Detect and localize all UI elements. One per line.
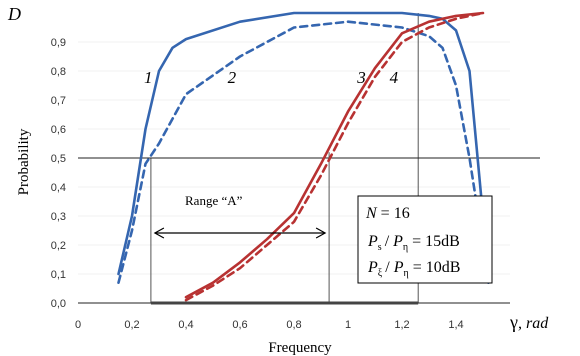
x-tick-label: 0,4: [178, 319, 193, 331]
y-tick-label: 0,2: [51, 240, 66, 252]
ps-ratio-value: = 15dB: [412, 233, 460, 250]
x-axis-symbol: γ, rad: [509, 312, 549, 332]
pxi-symbol: P: [367, 259, 378, 276]
x-tick-labels: 0 0,2 0,4 0,6 0,8 1 1,2 1,4: [75, 319, 464, 331]
y-tick-label: 0,8: [51, 66, 66, 78]
peta-symbol: P: [392, 233, 403, 250]
ps-subscript: s: [378, 242, 382, 253]
y-axis-title: Probability: [16, 128, 32, 195]
x-tick-label: 0,2: [124, 319, 139, 331]
x-tick-label: 1,4: [448, 319, 463, 331]
series-label-2: 2: [228, 68, 237, 87]
peta2-subscript: η: [403, 268, 408, 279]
n-value: = 16: [377, 205, 410, 222]
series-line-4: [184, 11, 485, 302]
svg-text:N = 16: N = 16: [365, 205, 410, 222]
n-label: N: [365, 205, 378, 222]
x-tick-label: 1,2: [394, 319, 409, 331]
series-line-2: [117, 20, 490, 284]
y-tick-label: 0,4: [51, 182, 66, 194]
series-line-1: [117, 11, 490, 276]
y-tick-label: 0,7: [51, 95, 66, 107]
series-labels: 1 2 3 4: [144, 68, 399, 87]
gamma-symbol: γ: [509, 312, 518, 332]
y-tick-label: 0,3: [51, 211, 66, 223]
peta-subscript: η: [403, 242, 408, 253]
range-a-arrow: [153, 227, 327, 239]
pxi-ratio-value: = 10dB: [413, 259, 461, 276]
x-axis-unit: , rad: [518, 315, 549, 332]
x-tick-label: 1: [345, 319, 351, 331]
range-a-label: Range “A”: [185, 193, 243, 208]
x-tick-label: 0,8: [286, 319, 301, 331]
svg-text:Pξ/ Pη= 10dB: Pξ / Pη = 10dB: [367, 259, 460, 279]
series-label-1: 1: [144, 68, 153, 87]
x-axis-title: Frequency: [268, 340, 332, 356]
y-tick-label: 0,1: [51, 269, 66, 281]
y-tick-label: 0,6: [51, 124, 66, 136]
series-label-4: 4: [390, 68, 399, 87]
pxi-subscript: ξ: [378, 268, 383, 279]
peta2-symbol: P: [393, 259, 404, 276]
ps-symbol: P: [367, 233, 378, 250]
y-tick-label: 0,9: [51, 37, 66, 49]
x-tick-label: 0,6: [232, 319, 247, 331]
series-label-3: 3: [356, 68, 366, 87]
y-axis-symbol: D: [7, 4, 21, 24]
y-tick-labels: 0,0 0,1 0,2 0,3 0,4 0,5 0,6 0,7 0,8 0,9: [51, 37, 66, 310]
parameter-box: N = 16 Ps / Pη = 15dB Pξ / Pη = 10dB: [357, 195, 493, 284]
x-tick-label: 0: [75, 319, 81, 331]
svg-text:Ps/ Pη= 15dB: Ps / Pη = 15dB: [367, 233, 460, 253]
series-lines: [117, 11, 490, 302]
y-tick-label: 0,0: [51, 298, 66, 310]
series-line-3: [184, 11, 485, 299]
y-tick-label: 0,5: [51, 153, 66, 165]
